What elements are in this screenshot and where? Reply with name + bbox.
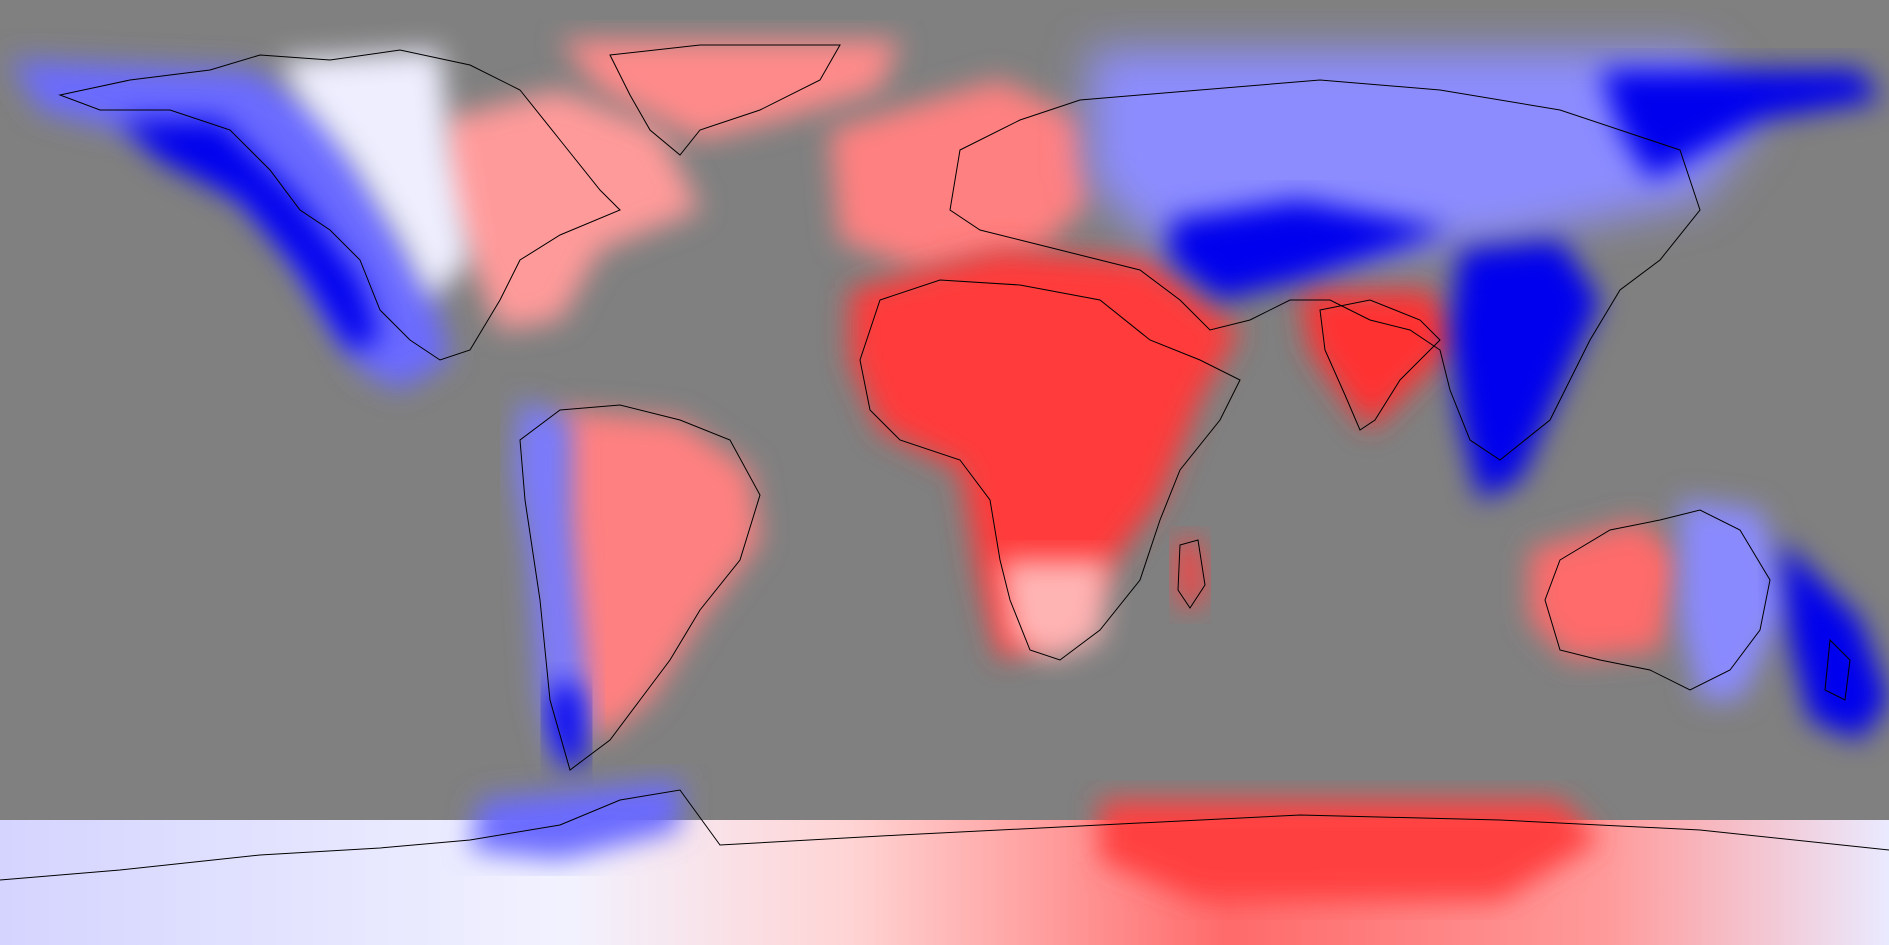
greenland-red xyxy=(560,40,900,140)
coastline-eurasia xyxy=(949,79,1701,461)
coastline-antarctica xyxy=(0,789,1889,881)
south-america-east-red xyxy=(560,410,760,740)
europe-red xyxy=(830,80,1090,270)
nz-core xyxy=(1780,540,1889,740)
madagascar-red xyxy=(1175,540,1205,610)
north-america-rockies-core xyxy=(120,120,380,350)
coastline-south-america xyxy=(519,404,761,771)
coastlines xyxy=(0,44,1889,881)
africa-mideast-red xyxy=(850,250,1240,660)
coastline-india xyxy=(1319,299,1441,431)
coastline-north-america xyxy=(58,49,621,361)
coastline-australia xyxy=(1544,509,1771,691)
antarctic-peninsula-blue xyxy=(470,780,680,860)
north-america-central-pale xyxy=(280,50,470,300)
india-red xyxy=(1300,290,1460,430)
coastline-new-zealand xyxy=(1824,638,1851,701)
antarctica-band xyxy=(0,820,1889,945)
central-asia-core xyxy=(1170,200,1450,300)
south-america-west-blue xyxy=(515,400,590,770)
north-america-east-red xyxy=(430,90,700,330)
south-africa-pale xyxy=(1000,560,1110,660)
patagonia-core xyxy=(548,680,585,770)
coastline-madagascar xyxy=(1177,539,1206,609)
australia-east-blue xyxy=(1680,500,1790,700)
east-asia-core xyxy=(1450,240,1600,500)
arctic-east-core xyxy=(1600,70,1880,180)
antarctica-red-core xyxy=(1100,800,1600,900)
coastline-africa xyxy=(859,279,1241,661)
coastline-greenland xyxy=(609,44,841,156)
